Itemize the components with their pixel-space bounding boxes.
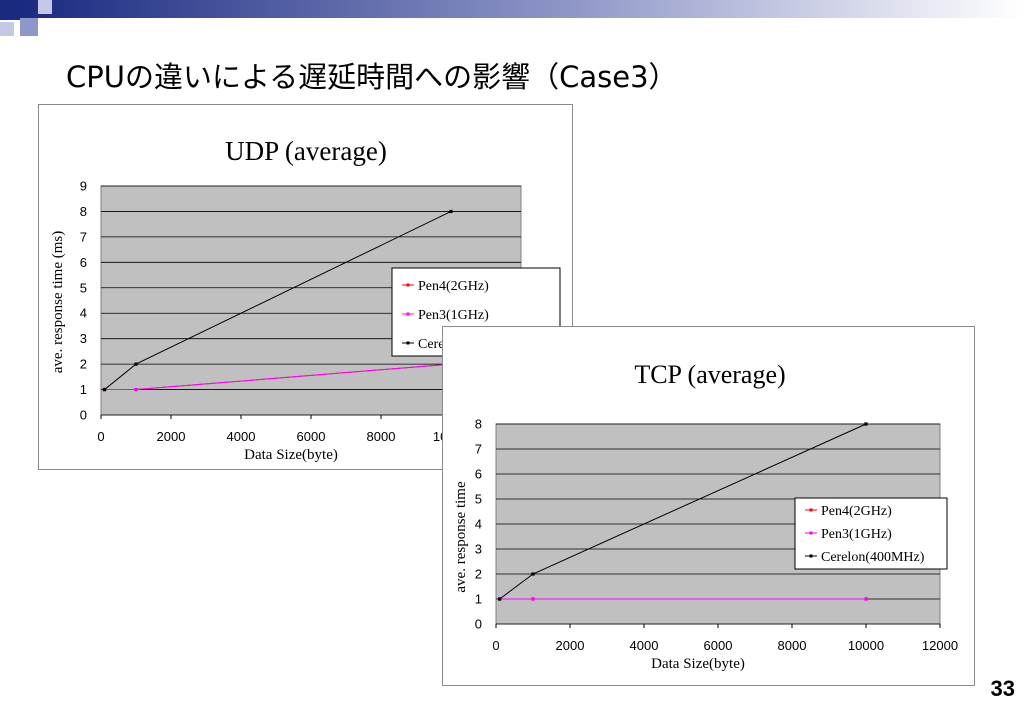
tcp-chart: TCP (average) 0 1 2 3 4 5 6 7 8 0 2000 4000 6000 8000 1… (453, 360, 958, 672)
x-tick-label: 0 (97, 429, 104, 444)
y-tick-label: 4 (475, 517, 482, 532)
page-number: 33 (990, 676, 1015, 701)
legend-label: Pen3(1GHz) (821, 527, 892, 542)
x-tick-label: 6000 (704, 638, 733, 653)
data-point (531, 572, 535, 576)
legend-marker (809, 531, 813, 535)
data-point (864, 597, 868, 601)
y-tick-label: 3 (475, 542, 482, 557)
x-tick-label: 0 (492, 638, 499, 653)
y-tick-label: 4 (80, 306, 87, 321)
legend-label: Pen4(2GHz) (821, 504, 892, 519)
data-point (864, 422, 868, 426)
data-point (134, 387, 138, 392)
y-tick-label: 8 (475, 417, 482, 432)
y-tick-label: 8 (80, 204, 87, 219)
y-tick-label: 6 (80, 255, 87, 270)
chart-title: TCP (average) (634, 360, 785, 389)
x-tick-label: 12000 (922, 638, 958, 653)
y-tick-label: 3 (80, 331, 87, 346)
x-axis-label: Data Size(byte) (651, 656, 745, 672)
y-axis-label: ave. response time (453, 481, 469, 593)
x-tick-label: 8000 (367, 429, 396, 444)
legend-marker (406, 312, 410, 316)
y-tick-label: 7 (475, 442, 482, 457)
tcp-chart-panel: TCP (average) 0 1 2 3 4 5 6 7 8 0 2000 4000 6000 8000 1… (442, 326, 975, 686)
y-tick-label: 5 (475, 492, 482, 507)
legend-label: Pen3(1GHz) (418, 308, 489, 323)
y-tick-label: 2 (80, 357, 87, 372)
legend-marker (406, 283, 410, 287)
slide-title: CPUの違いによる遅延時間への影響（Case3） (66, 60, 678, 94)
x-tick-label: 8000 (778, 638, 807, 653)
y-tick-label: 0 (475, 617, 482, 632)
x-axis-label: Data Size(byte) (244, 447, 338, 463)
data-point (134, 362, 138, 366)
header-decoration (0, 0, 1023, 36)
x-tick-label: 4000 (227, 429, 256, 444)
data-point (449, 209, 453, 214)
y-tick-label: 0 (80, 408, 87, 423)
data-point (531, 597, 535, 601)
legend-marker (809, 508, 813, 512)
data-point (102, 387, 107, 392)
y-tick-label: 6 (475, 467, 482, 482)
x-tick-label: 2000 (556, 638, 585, 653)
data-point (498, 597, 502, 601)
y-axis-label: ave. response time (ms) (50, 231, 66, 373)
legend-marker (809, 554, 813, 558)
x-tick-label: 6000 (297, 429, 326, 444)
y-tick-label: 2 (475, 567, 482, 582)
x-tick-label: 10000 (848, 638, 884, 653)
chart-title: UDP (average) (225, 136, 387, 166)
legend-label: Cerelon(400MHz) (821, 550, 925, 565)
legend-marker (406, 341, 410, 345)
x-tick-label: 2000 (157, 429, 186, 444)
y-tick-label: 7 (80, 229, 87, 244)
y-tick-label: 5 (80, 280, 87, 295)
x-tick-label: 4000 (630, 638, 659, 653)
legend-label: Pen4(2GHz) (418, 279, 489, 294)
y-tick-label: 9 (80, 179, 87, 194)
legend-box (794, 497, 948, 570)
y-tick-label: 1 (80, 382, 87, 397)
y-tick-label: 1 (475, 592, 482, 607)
